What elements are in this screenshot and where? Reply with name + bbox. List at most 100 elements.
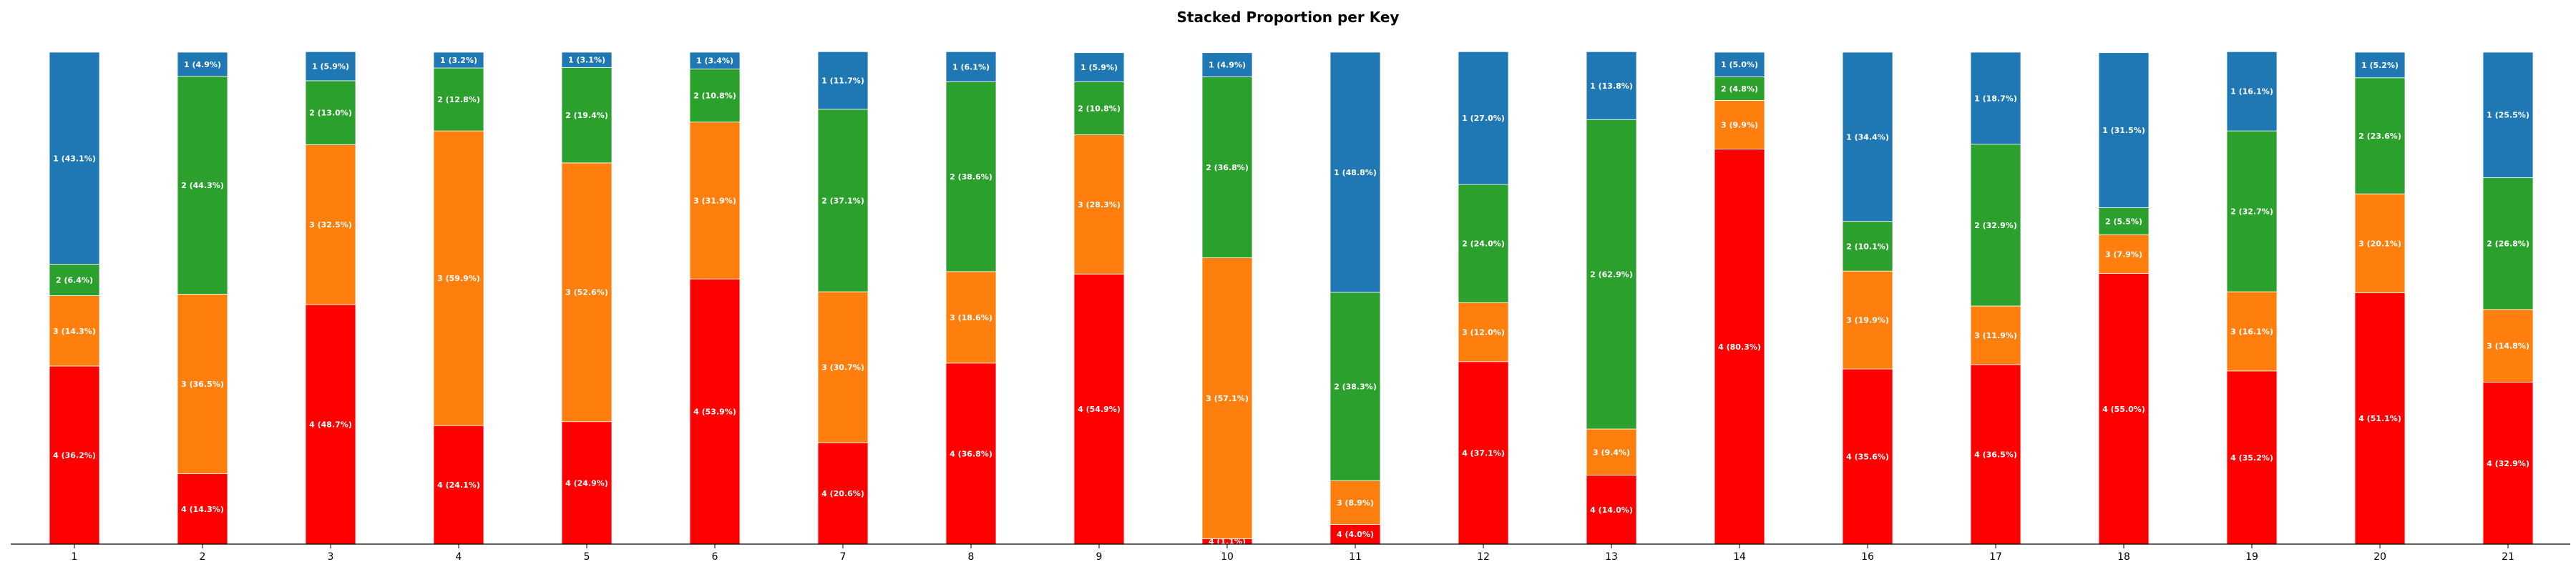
segment-label-1-key-3: 3 (14.3%) — [53, 327, 96, 336]
segment-label-20-key-1: 1 (5.2%) — [2361, 61, 2399, 70]
segment-label-16-key-3: 3 (19.9%) — [1846, 316, 1889, 325]
bar-segment-9-key-1 — [1073, 52, 1125, 82]
bar-segment-8-key-1 — [945, 51, 997, 82]
bar-segment-8-key-4 — [945, 363, 997, 545]
segment-label-14-key-3: 3 (9.9%) — [1721, 120, 1758, 129]
x-ticks-layer: 1 2 3 4 5 6 7 8 9 10 11 12 13 14 16 17 18 19 20 21 — [72, 544, 2514, 563]
segment-label-3-key-3: 3 (32.5%) — [309, 220, 352, 230]
bar-segment-16-key-3 — [1842, 270, 1893, 370]
segment-label-2-key-1: 1 (4.9%) — [184, 60, 221, 69]
bars-layer — [49, 51, 2534, 545]
bar-segment-14-key-4 — [1714, 149, 1765, 545]
segment-label-7-key-4: 4 (20.6%) — [821, 489, 864, 498]
x-tick-label-12: 12 — [1477, 551, 1490, 563]
chart-title: Stacked Proportion per Key — [1177, 9, 1400, 26]
x-tick-label-21: 21 — [2502, 551, 2514, 563]
bar-segment-21-key-2 — [2482, 177, 2534, 310]
bar-segment-3-key-1 — [305, 51, 356, 82]
bar-segment-14-key-3 — [1714, 100, 1765, 149]
bar-segment-21-key-3 — [2482, 309, 2534, 383]
bar-segment-10-key-2 — [1201, 77, 1253, 258]
segment-label-8-key-2: 2 (38.6%) — [950, 172, 992, 182]
segment-label-9-key-1: 1 (5.9%) — [1080, 63, 1118, 72]
x-tick-label-17: 17 — [1989, 551, 2002, 563]
segment-label-11-key-2: 2 (38.3%) — [1334, 382, 1377, 391]
segment-label-3-key-4: 4 (48.7%) — [309, 420, 352, 429]
segment-label-16-key-2: 2 (10.1%) — [1846, 242, 1889, 251]
bar-segment-2-key-2 — [177, 76, 228, 295]
segment-label-2-key-4: 4 (14.3%) — [181, 505, 224, 514]
segment-label-13-key-2: 2 (62.9%) — [1590, 270, 1633, 280]
segment-label-1-key-4: 4 (36.2%) — [53, 450, 96, 460]
segment-label-17-key-2: 2 (32.9%) — [1974, 221, 2017, 230]
bar-segment-12-key-1 — [1458, 51, 1509, 185]
bar-segment-11-key-1 — [1330, 51, 1381, 293]
segment-label-12-key-2: 2 (24.0%) — [1462, 240, 1505, 249]
segment-label-14-key-1: 1 (5.0%) — [1721, 60, 1758, 69]
segment-label-10-key-2: 2 (36.8%) — [1206, 163, 1249, 172]
bar-segment-4-key-2 — [433, 67, 484, 132]
bar-segment-12-key-2 — [1458, 184, 1509, 303]
segment-label-2-key-3: 3 (36.5%) — [181, 380, 224, 389]
bar-segment-9-key-3 — [1073, 134, 1125, 275]
segment-label-11-key-3: 3 (8.9%) — [1337, 498, 1374, 508]
bar-segment-1-key-1 — [49, 51, 100, 265]
bar-segment-13-key-3 — [1586, 428, 1637, 476]
bar-segment-20-key-4 — [2354, 292, 2406, 545]
bar-segment-7-key-3 — [817, 291, 869, 443]
bar-segment-16-key-1 — [1842, 51, 1893, 222]
x-tick-label-1: 1 — [72, 551, 78, 563]
segment-label-7-key-1: 1 (11.7%) — [821, 77, 864, 86]
segment-label-20-key-2: 2 (23.6%) — [2358, 132, 2401, 141]
segment-label-18-key-2: 2 (5.5%) — [2105, 217, 2142, 226]
bar-segment-3-key-2 — [305, 80, 356, 145]
bar-segment-2-key-1 — [177, 51, 228, 77]
segment-label-11-key-1: 1 (48.8%) — [1334, 168, 1377, 177]
segment-label-6-key-2: 2 (10.8%) — [693, 92, 736, 101]
bar-segment-5-key-1 — [561, 51, 613, 68]
bar-segment-5-key-2 — [561, 66, 613, 164]
x-tick-label-18: 18 — [2117, 551, 2130, 563]
x-tick-label-10: 10 — [1221, 551, 1234, 563]
x-tick-label-2: 2 — [200, 551, 206, 563]
bar-segment-7-key-4 — [817, 442, 869, 545]
segment-label-9-key-4: 4 (54.9%) — [1078, 405, 1121, 414]
segment-label-3-key-2: 2 (13.0%) — [309, 109, 352, 118]
segment-label-16-key-1: 1 (34.4%) — [1846, 132, 1889, 142]
bar-segment-6-key-1 — [689, 51, 741, 69]
x-tick-label-11: 11 — [1349, 551, 1362, 563]
segment-label-17-key-1: 1 (18.7%) — [1974, 94, 2017, 103]
segment-label-6-key-4: 4 (53.9%) — [693, 408, 736, 417]
bar-segment-16-key-4 — [1842, 368, 1893, 545]
x-tick-label-13: 13 — [1605, 551, 1618, 563]
segment-label-13-key-4: 4 (14.0%) — [1590, 506, 1633, 515]
segment-label-10-key-1: 1 (4.9%) — [1209, 61, 1246, 70]
segment-label-19-key-4: 4 (35.2%) — [2230, 453, 2273, 463]
segment-label-5-key-4: 4 (24.9%) — [565, 478, 608, 488]
x-tick-label-16: 16 — [1861, 551, 1874, 563]
bar-segment-14-key-2 — [1714, 77, 1765, 101]
segment-label-18-key-4: 4 (55.0%) — [2102, 405, 2145, 414]
x-tick-label-14: 14 — [1733, 551, 1746, 563]
bar-segment-3-key-3 — [305, 144, 356, 305]
segment-label-4-key-3: 3 (59.9%) — [437, 274, 480, 283]
bar-segment-13-key-2 — [1586, 119, 1637, 430]
segment-label-3-key-1: 1 (5.9%) — [312, 62, 349, 72]
segment-label-11-key-4: 4 (4.0%) — [1337, 530, 1374, 539]
segment-label-13-key-1: 1 (13.8%) — [1590, 82, 1633, 91]
segment-label-12-key-1: 1 (27.0%) — [1462, 114, 1505, 123]
x-tick-label-19: 19 — [2245, 551, 2258, 563]
segment-label-1-key-1: 1 (43.1%) — [53, 154, 96, 163]
segment-label-9-key-3: 3 (28.3%) — [1078, 200, 1121, 209]
bar-segment-12-key-4 — [1458, 361, 1509, 545]
segment-label-8-key-4: 4 (36.8%) — [950, 449, 992, 458]
segment-labels-layer: 4 (36.2%) 3 (14.3%) 2 (6.4%) 1 (43.1%) 4 (14… — [53, 56, 2529, 547]
bar-segment-8-key-3 — [945, 271, 997, 364]
bar-segment-21-key-1 — [2482, 51, 2534, 178]
x-tick-label-4: 4 — [456, 551, 462, 563]
bar-segment-2-key-3 — [177, 294, 228, 475]
segment-label-19-key-3: 3 (16.1%) — [2230, 327, 2273, 336]
segment-label-5-key-3: 3 (52.6%) — [565, 288, 608, 297]
segment-label-9-key-2: 2 (10.8%) — [1078, 104, 1121, 113]
